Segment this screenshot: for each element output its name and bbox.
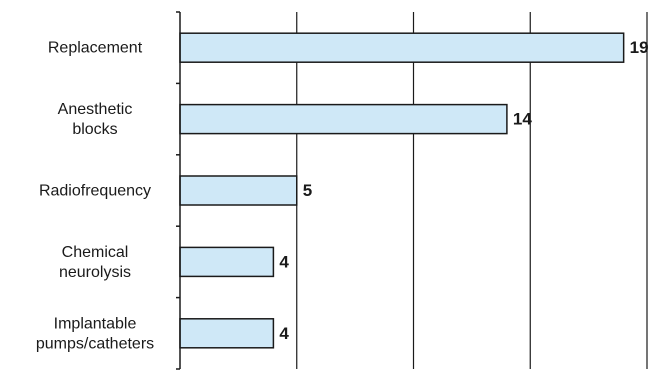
bar-0 — [179, 32, 625, 63]
y-axis — [176, 11, 181, 370]
value-label-3: 4 — [279, 252, 289, 271]
value-label-4: 4 — [279, 324, 289, 343]
category-label-2: Radiofrequency — [39, 182, 151, 199]
bars — [179, 32, 625, 349]
category-label-0: Replacement — [48, 39, 143, 56]
bar-4 — [179, 318, 275, 349]
bar-1 — [179, 103, 508, 135]
value-label-2: 5 — [303, 181, 312, 200]
category-label-4: Implantable pumps/catheters — [36, 315, 154, 352]
bar-3 — [179, 246, 275, 278]
category-label-3: Chemical neurolysis — [59, 243, 131, 280]
value-label-0: 19 — [630, 38, 649, 57]
bar-2 — [179, 175, 298, 206]
category-label-1: Anesthetic blocks — [58, 101, 133, 138]
gridlines — [296, 12, 648, 369]
data-labels: 19 14 5 4 4 — [279, 38, 648, 343]
category-labels: Replacement Anesthetic blocks Radiofrequenc… — [36, 39, 154, 352]
value-label-1: 14 — [513, 110, 532, 129]
